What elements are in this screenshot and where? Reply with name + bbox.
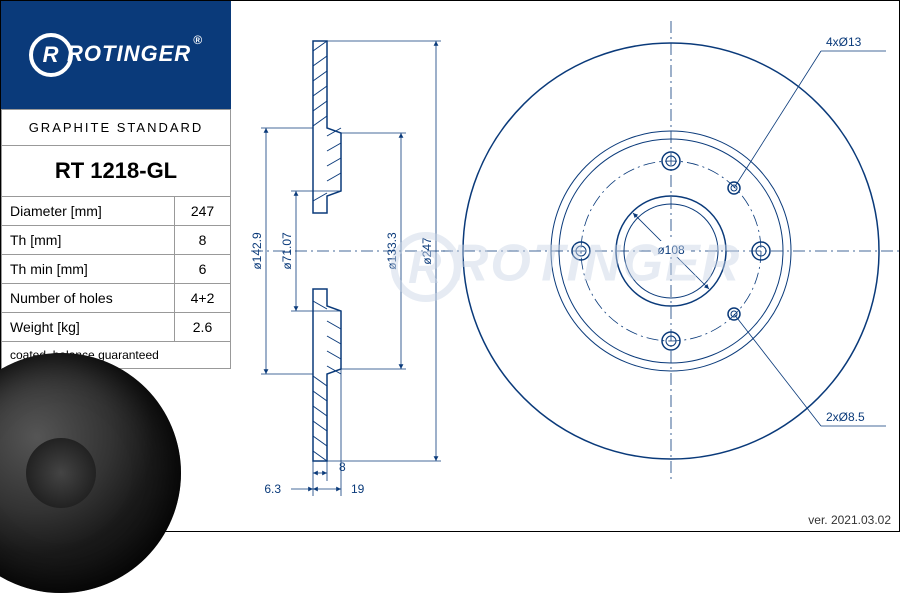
left-panel: ROTINGER® GRAPHITE STANDARD RT 1218-GL D… — [1, 1, 231, 533]
dim-step: ø133.3 — [385, 232, 399, 270]
spec-table: GRAPHITE STANDARD RT 1218-GL Diameter [m… — [1, 109, 231, 369]
spec-label: Th min [mm] — [2, 255, 175, 284]
spec-label: Th [mm] — [2, 226, 175, 255]
spec-label: Diameter [mm] — [2, 197, 175, 226]
spec-value: 2.6 — [175, 313, 231, 342]
brand-logo: ROTINGER® — [1, 1, 231, 109]
version-label: ver. 2021.03.02 — [808, 513, 891, 527]
series-label: GRAPHITE STANDARD — [2, 110, 231, 146]
brand-name: ROTINGER — [67, 41, 191, 66]
dim-flange: 6.3 — [264, 482, 281, 496]
registered-mark: ® — [193, 33, 203, 47]
dim-thickness: 8 — [339, 460, 346, 474]
drawing-area: RROTINGER — [231, 1, 900, 533]
dim-bolt-holes: 4xØ13 — [826, 35, 862, 49]
dim-outer: ø247 — [420, 237, 434, 265]
spec-label: Weight [kg] — [2, 313, 175, 342]
dim-hub: ø71.07 — [280, 232, 294, 270]
technical-drawing: ø247 ø142.9 ø71.07 ø133.3 8 — [231, 1, 900, 533]
spec-value: 8 — [175, 226, 231, 255]
dim-total-depth: 19 — [351, 482, 365, 496]
spec-value: 6 — [175, 255, 231, 284]
dim-aux-holes: 2xØ8.5 — [826, 410, 865, 424]
dim-face-inner: ø142.9 — [250, 232, 264, 270]
spec-value: 4+2 — [175, 284, 231, 313]
spec-value: 247 — [175, 197, 231, 226]
dim-center-bore: ø108 — [657, 243, 685, 257]
part-number: RT 1218-GL — [2, 146, 231, 197]
spec-label: Number of holes — [2, 284, 175, 313]
disc-photo — [0, 353, 181, 593]
